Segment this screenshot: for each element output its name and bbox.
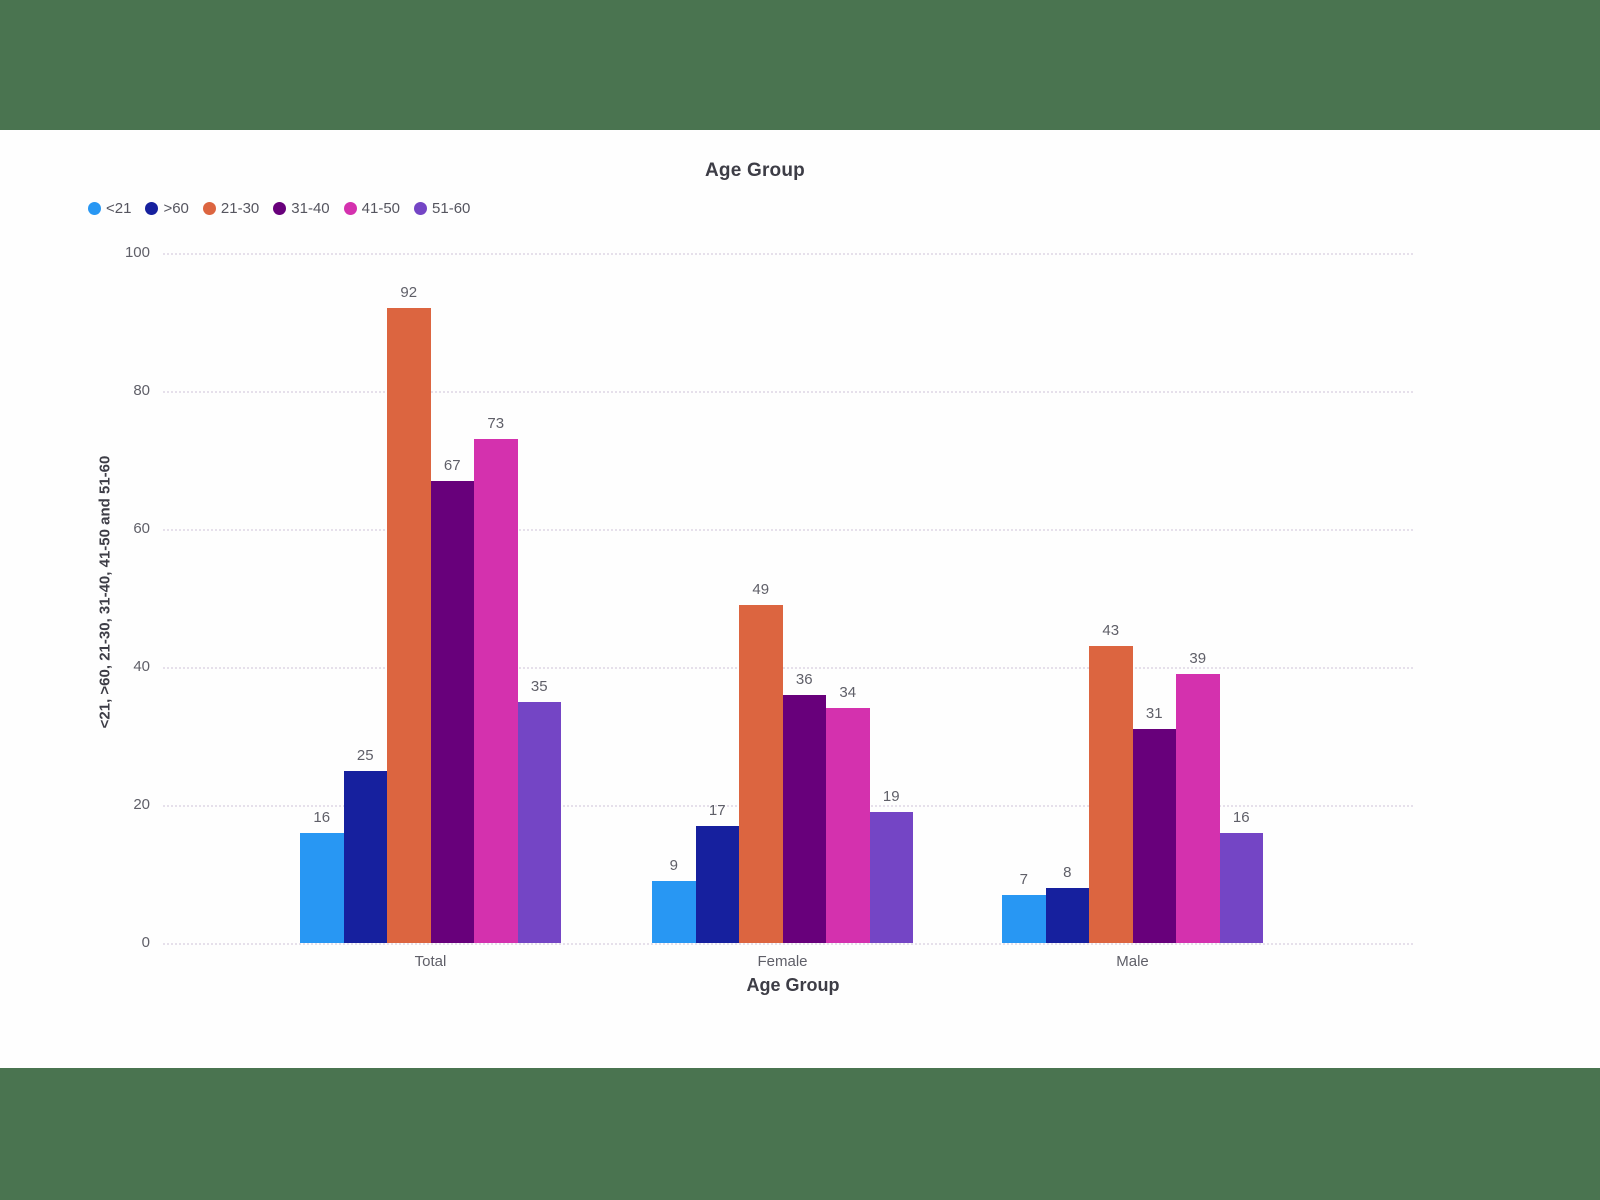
bar-31-40-female[interactable]: 36 bbox=[782, 671, 826, 943]
bar-value-label: 25 bbox=[356, 746, 374, 764]
bar->60-total[interactable]: 25 bbox=[343, 747, 387, 943]
bar-value-label: 67 bbox=[443, 456, 461, 474]
bar-group-female: 9 17 49 36 34 19 bbox=[652, 253, 913, 943]
bar-value-label: 16 bbox=[1232, 808, 1250, 826]
bar-value-label: 7 bbox=[1019, 870, 1028, 888]
bar-value-label: 39 bbox=[1189, 649, 1207, 667]
gridline-y-40 bbox=[163, 667, 1413, 669]
bar-value-label: 17 bbox=[708, 801, 726, 819]
chart-title: Age Group bbox=[705, 160, 805, 181]
bar-51-60-female[interactable]: 19 bbox=[869, 788, 913, 943]
bar-51-60-male[interactable]: 16 bbox=[1219, 809, 1263, 943]
y-tick-label-20: 20 bbox=[133, 796, 150, 813]
legend-item-5[interactable]: 51-60 bbox=[414, 200, 470, 217]
bar-41-50-male[interactable]: 39 bbox=[1176, 650, 1220, 943]
bar-41-50-female[interactable]: 34 bbox=[826, 684, 870, 943]
bar-value-label: 92 bbox=[400, 284, 418, 302]
legend-label: 51-60 bbox=[432, 200, 471, 217]
bar-value-label: 36 bbox=[795, 670, 813, 688]
bar-value-label: 8 bbox=[1063, 863, 1072, 881]
bar-group-male: 7 8 43 31 39 16 bbox=[1002, 253, 1263, 943]
gridline-y-60 bbox=[163, 529, 1413, 531]
legend: <21 >60 21-30 31-40 41-50 51-60 bbox=[88, 200, 470, 217]
x-tick-label-male: Male bbox=[1116, 953, 1149, 970]
bar-<21-female[interactable]: 9 bbox=[652, 857, 696, 943]
y-axis-title: <21, >60, 21-30, 31-40, 41-50 and 51-60 bbox=[96, 455, 114, 729]
bar-41-50-total[interactable]: 73 bbox=[474, 415, 518, 943]
bar-value-label: 34 bbox=[839, 684, 857, 702]
y-tick-label-80: 80 bbox=[133, 382, 150, 399]
bar-21-30-female[interactable]: 49 bbox=[739, 581, 783, 943]
legend-item-2[interactable]: 21-30 bbox=[202, 200, 260, 217]
bar-31-40-total[interactable]: 67 bbox=[430, 457, 474, 943]
legend-label: >60 bbox=[163, 200, 189, 217]
gridline-y-80 bbox=[163, 391, 1413, 393]
bar-value-label: 43 bbox=[1102, 622, 1120, 640]
legend-swatch-icon bbox=[273, 202, 287, 215]
legend-swatch-icon bbox=[88, 202, 101, 215]
bar-value-label: 9 bbox=[669, 856, 678, 874]
chart-canvas: Age Group <21 >60 21-30 31-40 41-50 51-60 <21… bbox=[0, 130, 1600, 1068]
y-tick-label-40: 40 bbox=[133, 658, 150, 675]
bar-value-label: 49 bbox=[752, 580, 770, 598]
bar-21-30-total[interactable]: 92 bbox=[387, 284, 431, 943]
legend-item-1[interactable]: >60 bbox=[145, 200, 189, 217]
x-axis-title: Age Group bbox=[746, 975, 840, 995]
legend-swatch-icon bbox=[202, 202, 216, 215]
y-tick-label-60: 60 bbox=[133, 520, 150, 537]
bar-21-30-male[interactable]: 43 bbox=[1089, 622, 1133, 943]
legend-label: 21-30 bbox=[220, 200, 260, 217]
legend-label: <21 bbox=[106, 200, 132, 217]
legend-item-0[interactable]: <21 bbox=[88, 200, 131, 217]
y-tick-label-100: 100 bbox=[124, 244, 150, 261]
bar-<21-male[interactable]: 7 bbox=[1002, 871, 1046, 943]
legend-item-3[interactable]: 31-40 bbox=[273, 200, 330, 217]
bar-value-label: 35 bbox=[530, 677, 548, 695]
legend-swatch-icon bbox=[145, 202, 159, 215]
legend-swatch-icon bbox=[414, 202, 428, 215]
bar-value-label: 19 bbox=[882, 787, 900, 805]
bar-value-label: 73 bbox=[487, 415, 505, 433]
bar-31-40-male[interactable]: 31 bbox=[1132, 705, 1176, 943]
bar-<21-total[interactable]: 16 bbox=[300, 809, 344, 943]
legend-swatch-icon bbox=[343, 202, 357, 215]
gridline-y-100 bbox=[163, 253, 1413, 255]
bar-value-label: 31 bbox=[1145, 705, 1163, 723]
x-tick-label-female: Female bbox=[757, 953, 808, 970]
bar->60-female[interactable]: 17 bbox=[695, 802, 739, 943]
bar-51-60-total[interactable]: 35 bbox=[517, 678, 561, 943]
y-tick-label-0: 0 bbox=[141, 934, 150, 951]
bar-group-total: 16 25 92 67 73 35 bbox=[300, 253, 561, 943]
legend-item-4[interactable]: 41-50 bbox=[343, 200, 401, 217]
x-tick-label-total: Total bbox=[414, 953, 447, 970]
legend-label: 41-50 bbox=[361, 200, 401, 217]
bar->60-male[interactable]: 8 bbox=[1045, 864, 1089, 943]
legend-label: 31-40 bbox=[291, 200, 330, 217]
bar-value-label: 16 bbox=[313, 808, 331, 826]
gridline-y-0 bbox=[163, 943, 1413, 945]
